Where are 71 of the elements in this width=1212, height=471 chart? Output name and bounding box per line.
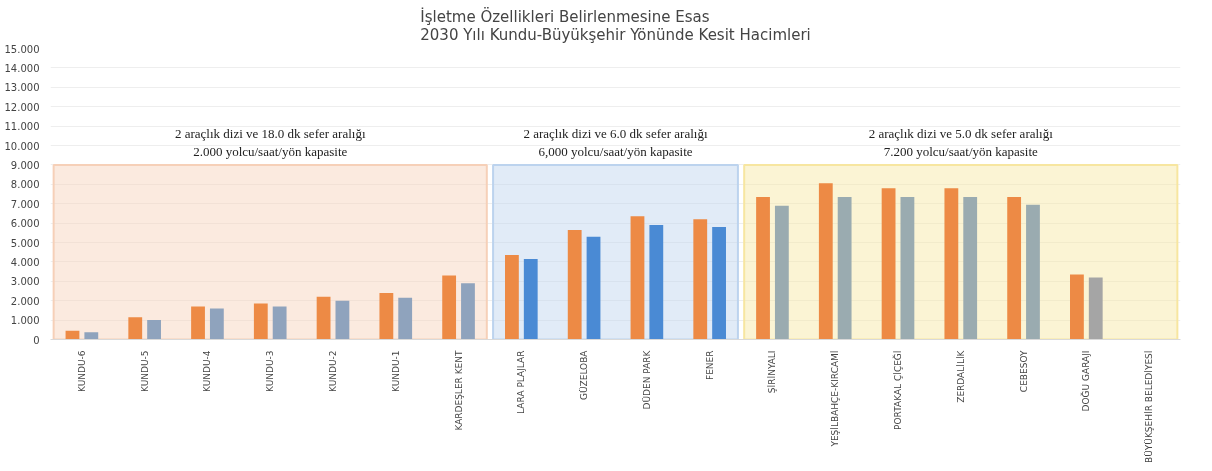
- band-label: 2 araçlık dizi ve 5.0 dk sefer aralığı 7.200 yolcu/saat/yön kapasite: [868, 126, 1054, 160]
- y-tick-label: 7.000: [10, 198, 40, 210]
- bar: [1070, 274, 1084, 340]
- y-tick-label: 15.000: [4, 43, 40, 55]
- bar: [505, 255, 519, 340]
- y-tick-label: 12.000: [4, 101, 40, 113]
- y-tick-label: 4.000: [10, 256, 40, 268]
- bar: [209, 308, 224, 340]
- bar: [335, 300, 350, 340]
- y-tick-label: 2.000: [10, 295, 40, 307]
- bar: [1026, 204, 1040, 340]
- y-tick-label: 5.000: [10, 237, 40, 249]
- x-tick-label: GÜZELOBA: [579, 349, 590, 400]
- bar: [253, 303, 268, 340]
- bar: [1088, 277, 1103, 340]
- bar: [567, 229, 582, 340]
- y-tick-label: 3.000: [10, 276, 40, 288]
- x-tick-label: DÜDEN PARK: [641, 349, 652, 410]
- bar: [963, 196, 978, 340]
- y-tick-label: 11.000: [4, 121, 40, 133]
- x-tick-label: KUNDU-1: [390, 350, 401, 392]
- y-tick-label: 9.000: [10, 159, 40, 171]
- x-tick-label: YEŞİLBAHÇE-KIRCAMİ: [830, 350, 841, 448]
- x-tick-label: DOĞU GARAJI: [1080, 350, 1092, 412]
- chart-title: İşletme Özellikleri Belirlenmesine Esas 2030 Yılı Kundu-Büyükşehir Yönünde Kesit Hacimleri: [420, 6, 811, 44]
- bar: [881, 188, 896, 340]
- bar: [944, 188, 959, 340]
- x-tick-label: KUNDU-2: [328, 350, 338, 392]
- x-tick-label: KUNDU-5: [139, 350, 150, 392]
- bar: [461, 283, 475, 340]
- y-tick-label: 6.000: [10, 218, 40, 230]
- x-tick-label: CEBESOY: [1018, 350, 1029, 393]
- bar: [818, 183, 833, 340]
- bar: [84, 332, 99, 340]
- x-tick-label: KUNDU-6: [76, 350, 87, 392]
- bar: [442, 275, 457, 340]
- bar: [128, 317, 143, 340]
- bar: [649, 225, 664, 340]
- bar: [316, 296, 331, 340]
- bar: [191, 306, 205, 340]
- bar: [756, 196, 770, 340]
- x-tick-label: ŞİRİNYALI: [767, 350, 778, 394]
- bar: [630, 216, 645, 340]
- bar: [837, 196, 852, 340]
- y-tick-label: 13.000: [4, 82, 40, 94]
- x-tick-label: KUNDU-3: [265, 350, 276, 392]
- y-tick-label: 1.000: [10, 315, 40, 327]
- band-label: 2 araçlık dizi ve 6.0 dk sefer aralığı 6,000 yolcu/saat/yön kapasite: [523, 126, 708, 160]
- bar: [712, 226, 726, 340]
- bar: [693, 219, 708, 340]
- y-tick-label: 0: [33, 334, 40, 346]
- bar: [900, 196, 915, 340]
- bar: [272, 306, 287, 340]
- bar: [147, 320, 161, 340]
- bar: [586, 236, 601, 340]
- bar: [1007, 196, 1022, 340]
- bar: [774, 205, 789, 340]
- y-tick-label: 10.000: [4, 140, 40, 152]
- x-tick-label: PORTAKAL ÇİÇEĞİ: [892, 350, 903, 430]
- band-label: 2 araçlık dizi ve 18.0 dk sefer aralığı 2.000 yolcu/saat/yön kapasite: [174, 126, 366, 160]
- x-tick-label: FENER: [704, 350, 715, 381]
- y-tick-label: 8.000: [10, 179, 40, 191]
- x-tick-label: BÜYÜKŞEHİR BELEDİYESİ: [1144, 350, 1155, 463]
- x-tick-label: LARA PLAJLAR: [516, 350, 527, 414]
- x-tick-label: KUNDU-4: [202, 350, 213, 392]
- bar: [398, 297, 413, 340]
- bar: [523, 258, 538, 340]
- bar: [379, 292, 394, 340]
- y-tick-label: 14.000: [4, 62, 40, 74]
- x-tick-label: ZERDALİLİK: [955, 349, 966, 403]
- x-tick-label: KARDEŞLER KENT: [453, 350, 464, 431]
